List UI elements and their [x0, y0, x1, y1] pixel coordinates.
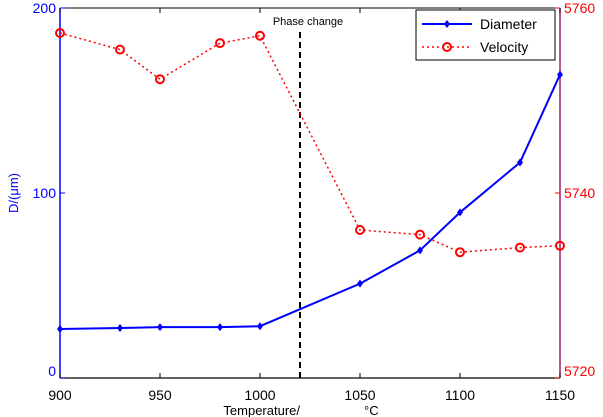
velocity-point	[455, 247, 465, 258]
velocity-point	[515, 242, 525, 253]
diameter-point	[457, 208, 463, 217]
legend-diameter-marker	[444, 20, 450, 28]
x-axis-unit: °C	[364, 403, 379, 417]
x-tick-label: 1150	[545, 387, 575, 403]
velocity-point	[215, 38, 225, 49]
diameter-point	[217, 323, 223, 332]
y-right-tick-label: 5720	[564, 363, 595, 379]
legend-velocity-label: Velocity	[480, 39, 528, 55]
diameter-point	[57, 324, 63, 333]
diameter-point	[117, 324, 123, 333]
velocity-point	[115, 44, 125, 55]
phase-change-annotation: Phase change	[273, 16, 343, 28]
velocity-point	[415, 229, 425, 240]
x-tick-label: 1100	[445, 387, 475, 403]
diameter-point	[557, 70, 563, 79]
velocity-point	[255, 30, 265, 41]
y-left-tick-label: 200	[33, 0, 57, 16]
diameter-point	[157, 323, 163, 332]
velocity-point	[55, 27, 65, 38]
x-axis-label: Temperature/	[223, 403, 300, 417]
velocity-line	[59, 32, 561, 253]
y-left-tick-label: 100	[33, 185, 57, 201]
y-right-tick-label: 5760	[564, 0, 595, 16]
legend-diameter-label: Diameter	[480, 16, 537, 32]
y-axis-left-label: D/(μm)	[6, 173, 21, 213]
x-tick-label: 1050	[344, 387, 375, 403]
legend-velocity-marker	[442, 42, 452, 52]
diameter-point	[257, 322, 263, 331]
y-left-tick-label: 0	[48, 363, 56, 379]
x-tick-label: 1000	[244, 387, 275, 403]
diameter-point	[517, 158, 523, 167]
diameter-point	[357, 279, 363, 288]
x-tick-label: 900	[48, 387, 72, 403]
y-right-tick-label: 5740	[564, 185, 595, 201]
diameter-line	[59, 74, 561, 330]
velocity-point	[355, 225, 365, 235]
x-tick-label: 950	[148, 387, 172, 403]
legend: Diameter Velocity	[415, 9, 556, 61]
velocity-point	[155, 74, 165, 85]
diameter-point	[417, 246, 423, 255]
velocity-point	[555, 240, 565, 251]
